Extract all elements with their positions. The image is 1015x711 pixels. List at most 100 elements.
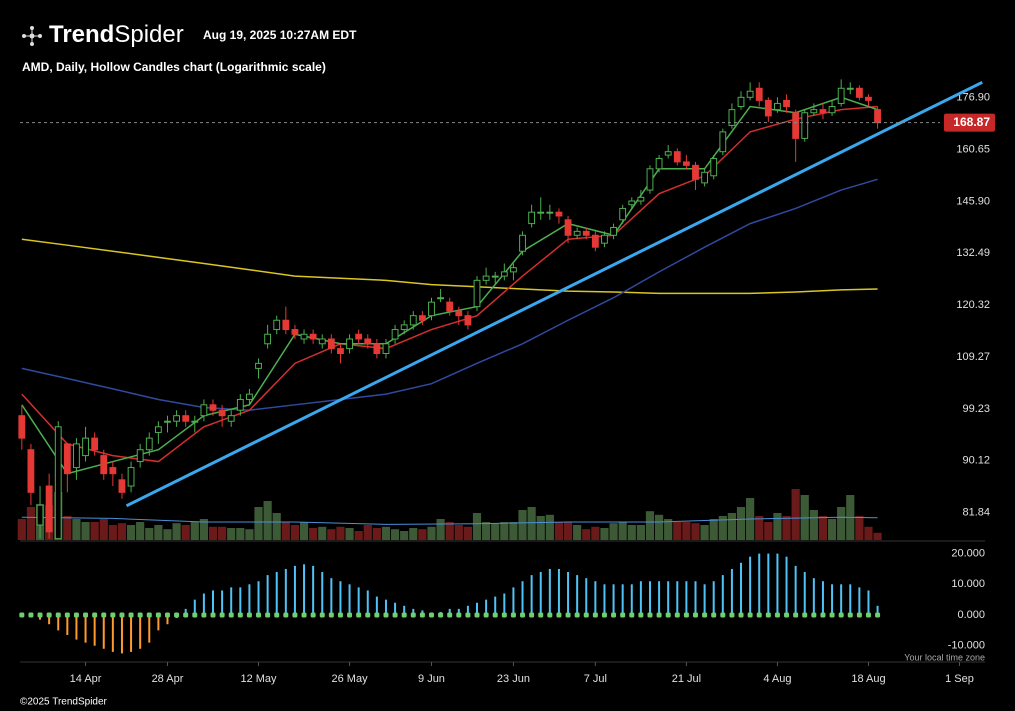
volume-bar <box>727 513 737 540</box>
volume-bar <box>90 522 99 540</box>
candle-body <box>309 333 317 340</box>
volume-ma <box>21 516 878 525</box>
osc-dot <box>337 612 343 618</box>
candle-body <box>136 449 144 463</box>
last-price-label: 168.87 <box>953 115 990 129</box>
candle-body <box>855 87 863 98</box>
osc-dot <box>246 612 252 618</box>
candle-body <box>619 207 627 221</box>
osc-dot <box>447 612 453 618</box>
candle-body <box>100 455 108 475</box>
candle-body <box>27 449 35 493</box>
osc-dot <box>310 612 316 618</box>
candle-body <box>364 338 372 345</box>
osc-dot <box>201 612 207 618</box>
volume-bar <box>272 513 281 540</box>
candle-body <box>792 112 800 139</box>
osc-dot <box>574 612 580 618</box>
osc-dot <box>747 612 753 618</box>
volume-bar <box>645 511 655 540</box>
osc-dot <box>474 612 480 618</box>
volume-bar <box>299 522 309 540</box>
osc-dot <box>110 612 116 618</box>
osc-dot <box>711 612 717 618</box>
candle-body <box>236 398 244 411</box>
candle-body <box>154 426 162 433</box>
candle-body <box>719 131 727 153</box>
candle-body <box>610 226 617 236</box>
candle-body <box>428 301 435 317</box>
volume-bar <box>718 516 727 540</box>
osc-dot <box>256 612 262 618</box>
osc-dot <box>774 612 780 618</box>
volume-bar <box>390 529 400 540</box>
osc-dot <box>301 612 307 618</box>
volume-bar <box>445 522 454 540</box>
osc-dot <box>101 612 107 618</box>
volume-bar <box>600 528 609 540</box>
y-tick-label: 109.27 <box>956 351 990 363</box>
osc-dot <box>592 612 598 618</box>
osc-dot <box>383 612 389 618</box>
osc-dot <box>438 612 444 618</box>
osc-dot <box>356 612 362 618</box>
moving-average <box>21 105 878 463</box>
volume-bar <box>108 525 117 540</box>
candle-body <box>218 409 226 417</box>
candle-body <box>82 437 89 457</box>
osc-dot <box>192 612 198 618</box>
candle-body <box>601 234 608 244</box>
candle-body <box>246 393 253 400</box>
y-tick-label: 145.90 <box>956 195 990 207</box>
candle-body <box>73 443 80 469</box>
osc-dot <box>784 612 790 618</box>
volume-bar <box>126 525 136 540</box>
timestamp: Aug 19, 2025 10:27AM EDT <box>203 28 357 42</box>
candle-body <box>828 106 836 114</box>
volume-bar <box>545 514 554 540</box>
volume-bar <box>482 522 491 540</box>
candle-body <box>373 343 381 354</box>
volume-bar <box>755 516 764 540</box>
candle-body <box>837 87 845 104</box>
x-tick-label: 28 Apr <box>152 673 184 685</box>
candle-body <box>646 168 654 191</box>
osc-dot <box>847 612 853 618</box>
osc-dot <box>456 612 462 618</box>
volume-bar <box>117 523 127 540</box>
candle-body <box>846 87 854 90</box>
osc-dot <box>629 612 635 618</box>
volume-bar <box>81 522 90 540</box>
volume-bar <box>509 522 518 540</box>
x-tick-label: 4 Aug <box>763 673 791 685</box>
volume-bar <box>363 525 372 540</box>
volume-bar <box>309 528 318 540</box>
x-tick-label: 9 Jun <box>418 673 445 685</box>
volume-bar <box>281 522 290 540</box>
volume-bar <box>573 525 582 540</box>
osc-dot <box>55 612 61 618</box>
osc-dot <box>46 612 52 618</box>
osc-dot <box>875 612 881 618</box>
osc-dot <box>64 612 70 618</box>
volume-bar <box>636 525 645 540</box>
y-tick-label: 99.23 <box>962 403 990 415</box>
candle-body <box>273 319 281 331</box>
volume-bar <box>26 507 36 540</box>
y-tick-label: 176.90 <box>956 92 990 104</box>
candle-body <box>473 279 481 308</box>
osc-dot <box>410 612 416 618</box>
volume-bar <box>99 519 108 540</box>
volume-bar <box>700 525 709 540</box>
candle-body <box>482 275 490 281</box>
osc-dot <box>465 612 471 618</box>
volume-bar <box>190 522 199 540</box>
volume-bar <box>427 526 436 540</box>
volume-bar <box>172 523 181 540</box>
osc-dot <box>265 612 271 618</box>
candle-body <box>692 164 699 180</box>
osc-dot <box>693 612 698 618</box>
candle-body <box>355 333 363 340</box>
volume-bar <box>63 516 72 540</box>
